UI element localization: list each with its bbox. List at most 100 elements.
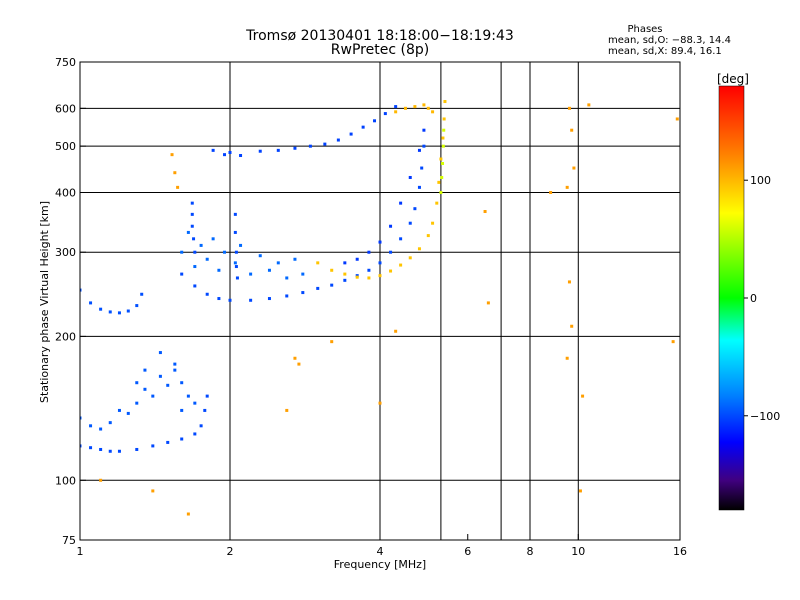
echo-point: [223, 250, 227, 254]
echo-point: [180, 250, 184, 254]
echo-point: [355, 274, 359, 278]
echo-point: [234, 250, 238, 254]
echo-point: [417, 148, 421, 152]
echo-point: [549, 190, 553, 194]
echo-point: [180, 437, 184, 441]
echo-point: [151, 444, 155, 448]
echo-point: [258, 254, 262, 258]
echo-point: [378, 401, 382, 405]
echo-point: [675, 117, 679, 121]
echo-point: [193, 265, 197, 269]
colorbar-ticks: 100 0 −100: [744, 174, 780, 423]
echo-point: [173, 171, 177, 175]
stats-x-line: mean, sd,X: 89.4, 16.1: [608, 46, 722, 57]
echo-point: [437, 180, 441, 184]
echo-point: [420, 166, 424, 170]
echo-point: [211, 148, 215, 152]
echo-point: [223, 153, 227, 157]
echo-point: [249, 298, 253, 302]
echo-point: [89, 301, 93, 305]
echo-point: [190, 212, 194, 216]
chart-subtitle: RwPretec (8p): [331, 42, 429, 58]
echo-point: [408, 175, 412, 179]
stats-o-line: mean, sd,O: −88.3, 14.4: [608, 35, 731, 46]
echo-point: [285, 408, 289, 412]
echo-point: [193, 250, 197, 254]
echo-point: [239, 243, 243, 247]
echo-point: [567, 106, 571, 110]
echo-point: [399, 263, 403, 267]
echo-point: [193, 401, 197, 405]
chart-title: Tromsø 20130401 18:18:00−18:19:43: [245, 28, 514, 44]
echo-point: [186, 512, 190, 516]
echo-point: [126, 309, 130, 313]
echo-point: [439, 190, 443, 194]
echo-point: [173, 368, 177, 372]
echo-point: [80, 416, 82, 420]
echo-point: [399, 201, 403, 205]
echo-point: [343, 278, 347, 282]
echo-point: [572, 166, 576, 170]
echo-point: [99, 307, 103, 311]
echo-point: [301, 291, 305, 295]
echo-point: [205, 257, 209, 261]
echo-point: [323, 142, 327, 146]
echo-point: [443, 100, 447, 104]
x-tick-label: 2: [227, 545, 234, 558]
echo-point: [336, 138, 340, 142]
echo-point: [180, 272, 184, 276]
echo-point: [308, 144, 312, 148]
x-axis-label: Frequency [MHz]: [334, 558, 426, 571]
echo-point: [367, 276, 371, 280]
echo-point: [267, 297, 271, 301]
echo-point: [361, 125, 365, 129]
echo-point: [389, 250, 393, 254]
echo-point: [193, 432, 197, 436]
echo-point: [442, 117, 446, 121]
echo-point: [233, 230, 237, 234]
echo-point: [671, 340, 675, 344]
echo-point: [80, 288, 82, 292]
echo-point: [80, 444, 82, 448]
echo-point: [378, 240, 382, 244]
echo-point: [158, 351, 162, 355]
echo-point: [199, 243, 203, 247]
echo-point: [355, 257, 359, 261]
echo-point: [330, 340, 334, 344]
echo-point: [441, 136, 445, 140]
echo-point: [186, 230, 190, 234]
echo-point: [293, 356, 297, 360]
echo-point: [486, 301, 490, 305]
echo-point: [343, 261, 347, 265]
echo-point: [173, 362, 177, 366]
echo-point: [565, 356, 569, 360]
echo-point: [190, 201, 194, 205]
echo-point: [378, 261, 382, 265]
echo-point: [193, 284, 197, 288]
stats-header: Phases: [627, 24, 662, 35]
echo-point: [190, 224, 194, 228]
echo-point: [228, 298, 232, 302]
echo-point: [441, 161, 445, 165]
echo-point: [483, 210, 487, 214]
echo-point: [233, 212, 237, 216]
echo-point: [117, 311, 121, 315]
echo-point: [394, 105, 398, 109]
colorbar-tick-label: 0: [750, 292, 757, 305]
x-tick-label: 8: [527, 545, 534, 558]
echo-point: [581, 394, 585, 398]
echo-point: [565, 185, 569, 189]
echo-point: [205, 292, 209, 296]
echo-point: [140, 292, 144, 296]
plot-area: [80, 62, 680, 540]
echo-point: [267, 268, 271, 272]
y-tick-label: 75: [62, 534, 76, 547]
echo-point: [417, 247, 421, 251]
echo-point: [89, 446, 93, 450]
echo-point: [180, 408, 184, 412]
echo-point: [166, 440, 170, 444]
echo-point: [435, 201, 439, 205]
echo-point: [117, 449, 121, 453]
y-axis-label: Stationary phase Virtual Height [km]: [38, 201, 51, 403]
